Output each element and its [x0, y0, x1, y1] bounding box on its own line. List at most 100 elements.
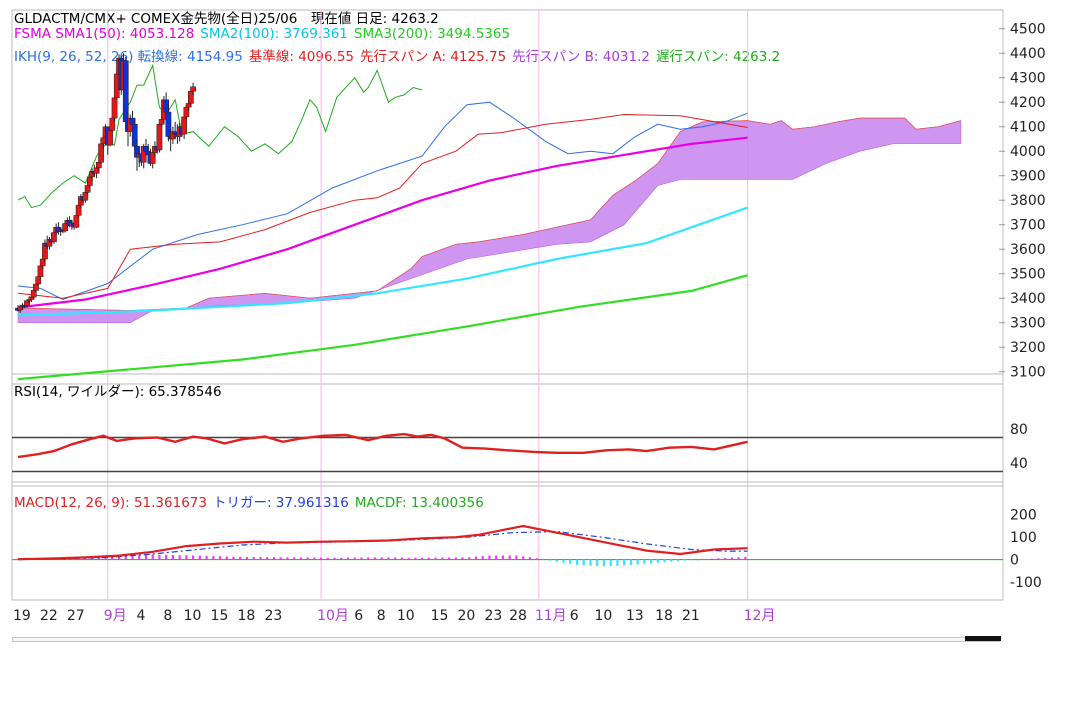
macdf-bar [306, 557, 309, 560]
x-tick-label: 21 [682, 608, 700, 624]
macdf-bar [151, 554, 154, 560]
x-tick-label: 6 [570, 608, 579, 624]
macdf-bar [623, 559, 626, 566]
macdf-bar [111, 556, 114, 560]
x-tick-label: 9月 [104, 608, 127, 624]
macdf-bar [649, 559, 653, 564]
macdf-bar [212, 556, 215, 560]
x-tick-label: 28 [509, 608, 527, 624]
macdf-bar [245, 556, 249, 560]
macdf-bar [97, 557, 100, 560]
macdf-bar [400, 557, 403, 560]
x-tick-label: 15 [431, 608, 449, 624]
rsi-panel-frame [11, 373, 1004, 487]
price-panel-frame [11, 9, 1004, 385]
macdf-bar [656, 559, 659, 563]
macdf-bar [562, 559, 565, 563]
macdf-bar [461, 557, 464, 560]
macdf-bar [474, 556, 478, 560]
macdf-bar [548, 559, 552, 561]
macdf-bar [454, 557, 457, 560]
scrollbar-thumb[interactable] [965, 636, 1001, 641]
macdf-bar [178, 555, 181, 560]
macdf-bar [569, 559, 572, 564]
x-tick-label: 4 [136, 608, 145, 624]
macdf-bar [367, 557, 370, 560]
x-tick-label: 18 [655, 608, 673, 624]
y-tick-label: 4400 [1010, 46, 1046, 62]
macdf-bar [313, 557, 316, 560]
y-tick-label: 4300 [1010, 71, 1046, 87]
x-tick-label: 13 [626, 608, 644, 624]
x-tick-label: 10 [184, 608, 202, 624]
macdf-bar [737, 557, 740, 560]
candle-body [111, 97, 118, 119]
x-tick-label: 18 [238, 608, 256, 624]
span-a-line [17, 117, 961, 311]
macd-tick-label: 0 [1010, 553, 1019, 569]
x-tick-label: 8 [377, 608, 386, 624]
macdf-bar [670, 559, 673, 562]
x-tick-label: 6 [354, 608, 363, 624]
macdf-bar [272, 557, 276, 560]
macdf-bar [319, 557, 323, 560]
macdf-bar [205, 555, 208, 560]
span-a-legend: 先行スパン A: 4125.75 [360, 49, 507, 65]
ichimoku-legend: IKH(9, 26, 52, 26) 転換線: 4154.95 基準線: 4096… [14, 45, 786, 65]
macdf-bar [346, 557, 350, 560]
macdf-bar [555, 559, 558, 562]
rsi-line [17, 432, 748, 459]
x-tick-label: 15 [211, 608, 229, 624]
candle-body [181, 116, 187, 135]
line-基準線 [17, 113, 748, 299]
macdf-bar [266, 557, 269, 560]
rsi-title: RSI(14, ワイルダー): 65.378546 [14, 384, 222, 400]
sma-legend: FSMA SMA1(50): 4053.128 SMA2(100): 3769.3… [14, 26, 516, 42]
macdf-bar [138, 555, 141, 560]
y-tick-label: 3100 [1010, 365, 1046, 381]
kijun-legend: 基準線: 4096.55 [248, 49, 355, 65]
macdf-bar [340, 557, 343, 560]
macdf-bar [353, 557, 356, 560]
tenkan-legend: IKH(9, 26, 52, 26) 転換線: 4154.95 [14, 49, 243, 65]
macdf-bar [373, 557, 377, 560]
macd-line-legend: MACD(12, 26, 9): 51.361673 [14, 495, 207, 511]
macdf-bar [427, 557, 430, 560]
y-tick-label: 3900 [1010, 169, 1046, 185]
line-SMA3(200) [17, 274, 748, 381]
macdf-bar [636, 559, 639, 565]
macdf-bar [252, 557, 255, 560]
macdf-bar [501, 555, 505, 560]
candle-body [156, 124, 163, 151]
line-SMA2(100) [17, 206, 748, 317]
macdf-bar [528, 557, 531, 560]
macdf-bar [744, 556, 747, 560]
macdf-bar [616, 559, 619, 566]
macdf-bar [131, 555, 134, 560]
macdf-bar [185, 555, 188, 560]
lagging-legend: 遅行スパン: 4263.2 [655, 49, 781, 65]
x-tick-label: 23 [264, 608, 282, 624]
macdf-bar [84, 557, 87, 560]
macdf-bar [421, 557, 424, 560]
y-tick-label: 4100 [1010, 120, 1046, 136]
macdf-bar [629, 559, 632, 566]
y-tick-label: 3800 [1010, 193, 1046, 209]
macdf-bar [387, 557, 390, 560]
macdf-bar [414, 557, 417, 560]
macdf-bar [447, 557, 451, 560]
macdf-bar [198, 555, 201, 560]
macdf-bar [218, 556, 222, 560]
rsi-tick-label: 80 [1010, 422, 1028, 438]
macdf-bar [522, 556, 525, 560]
macdf-bar [724, 557, 727, 560]
candle-body [190, 86, 196, 92]
macdf-bar [225, 556, 228, 560]
chart-scrollbar[interactable] [12, 637, 1000, 642]
macdf-bar [394, 557, 397, 560]
x-tick-label: 23 [484, 608, 502, 624]
macdf-bar [515, 555, 518, 560]
macdf-bar [441, 557, 444, 560]
sma3-legend: SMA3(200): 3494.5365 [353, 26, 511, 42]
